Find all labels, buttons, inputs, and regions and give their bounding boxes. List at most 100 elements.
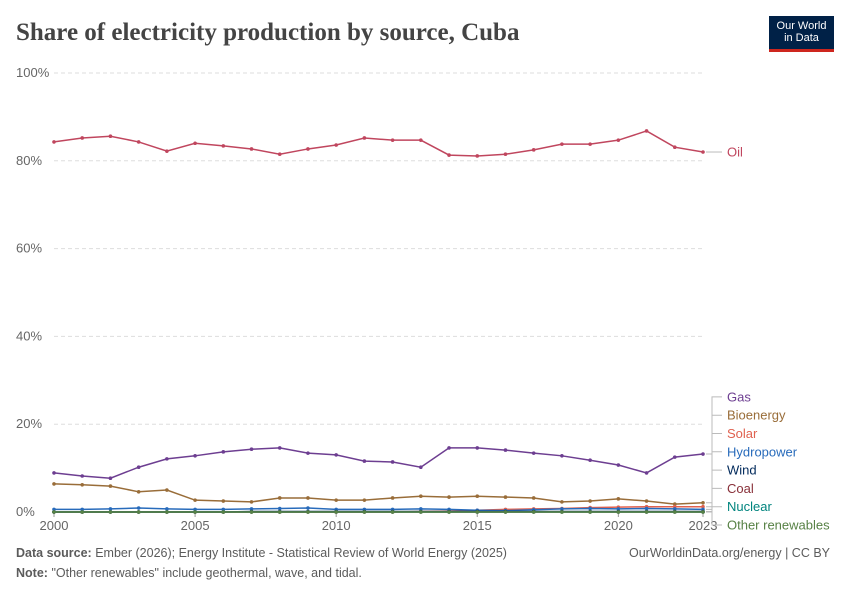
point <box>165 457 169 461</box>
point <box>447 446 451 450</box>
x-tick-label: 2020 <box>604 518 633 533</box>
x-tick-label: 2015 <box>463 518 492 533</box>
point <box>334 510 338 514</box>
point <box>531 510 536 514</box>
legend-label: Wind <box>727 463 757 478</box>
point <box>136 140 141 144</box>
point <box>475 446 480 450</box>
point <box>249 500 254 504</box>
point <box>616 138 621 142</box>
label-connector <box>706 487 722 513</box>
logo-stripe <box>769 49 834 52</box>
point <box>306 496 310 500</box>
point <box>475 154 480 158</box>
point <box>616 497 621 501</box>
series-line <box>54 507 704 512</box>
point <box>503 510 508 514</box>
point <box>560 500 564 504</box>
point <box>306 510 310 514</box>
point <box>52 140 56 144</box>
point <box>644 471 649 475</box>
point <box>701 510 705 514</box>
point <box>701 504 705 509</box>
point <box>560 142 564 146</box>
point <box>221 507 226 512</box>
credit: OurWorldinData.org/energy | CC BY <box>629 546 831 560</box>
point <box>447 153 451 157</box>
point <box>306 506 310 510</box>
point <box>80 510 85 514</box>
label-connector <box>706 511 722 526</box>
point <box>52 471 56 475</box>
point <box>419 494 423 498</box>
point <box>531 148 536 152</box>
point <box>616 463 621 467</box>
point <box>221 450 226 454</box>
point <box>560 454 564 458</box>
point <box>52 507 56 512</box>
logo-text: Our World in Data <box>776 20 827 44</box>
logo-box: Our World in Data <box>776 20 827 44</box>
point <box>249 447 254 452</box>
point <box>193 510 197 514</box>
point <box>221 144 226 148</box>
point <box>588 499 592 503</box>
y-tick-label: 60% <box>16 241 42 256</box>
y-tick-label: 40% <box>16 328 42 343</box>
point <box>701 500 705 505</box>
point <box>136 490 141 494</box>
point <box>334 498 338 502</box>
point <box>193 454 197 458</box>
point <box>108 507 113 511</box>
x-tick-label: 2010 <box>322 518 351 533</box>
point <box>221 499 226 503</box>
point <box>560 507 564 511</box>
point <box>80 474 85 478</box>
legend-label: Solar <box>727 426 758 441</box>
point <box>503 152 508 157</box>
point <box>306 147 310 151</box>
point <box>531 496 536 500</box>
point <box>447 495 451 499</box>
series-line <box>53 483 704 505</box>
point <box>616 510 621 514</box>
point <box>277 446 282 450</box>
label-connector <box>706 451 722 510</box>
point <box>221 510 226 514</box>
legend-label: Bioenergy <box>727 408 786 423</box>
y-tick-label: 100% <box>16 65 50 80</box>
point <box>136 506 141 510</box>
point <box>80 136 85 140</box>
point <box>80 507 85 512</box>
point <box>165 149 169 153</box>
point <box>616 507 621 511</box>
x-tick-label: 2005 <box>181 518 210 533</box>
point <box>108 510 113 514</box>
point <box>390 496 395 500</box>
point <box>390 138 395 142</box>
point <box>277 152 282 157</box>
point <box>419 138 423 142</box>
label-connector <box>706 469 722 513</box>
point <box>108 484 113 488</box>
point <box>447 510 451 514</box>
point <box>80 482 85 487</box>
source-text: Ember (2026); Energy Institute - Statist… <box>95 546 507 560</box>
point <box>334 453 338 457</box>
point <box>644 129 649 133</box>
note-text: "Other renewables" include geothermal, w… <box>51 566 361 580</box>
point <box>193 498 197 502</box>
point <box>136 465 141 470</box>
point <box>588 142 592 146</box>
point <box>390 510 395 514</box>
point <box>249 147 254 151</box>
point <box>475 510 480 514</box>
source-label: Data source: <box>16 546 92 560</box>
point <box>277 510 282 514</box>
point <box>672 145 677 149</box>
point <box>701 452 705 456</box>
point <box>108 476 113 480</box>
point <box>503 495 508 499</box>
point <box>249 507 254 511</box>
